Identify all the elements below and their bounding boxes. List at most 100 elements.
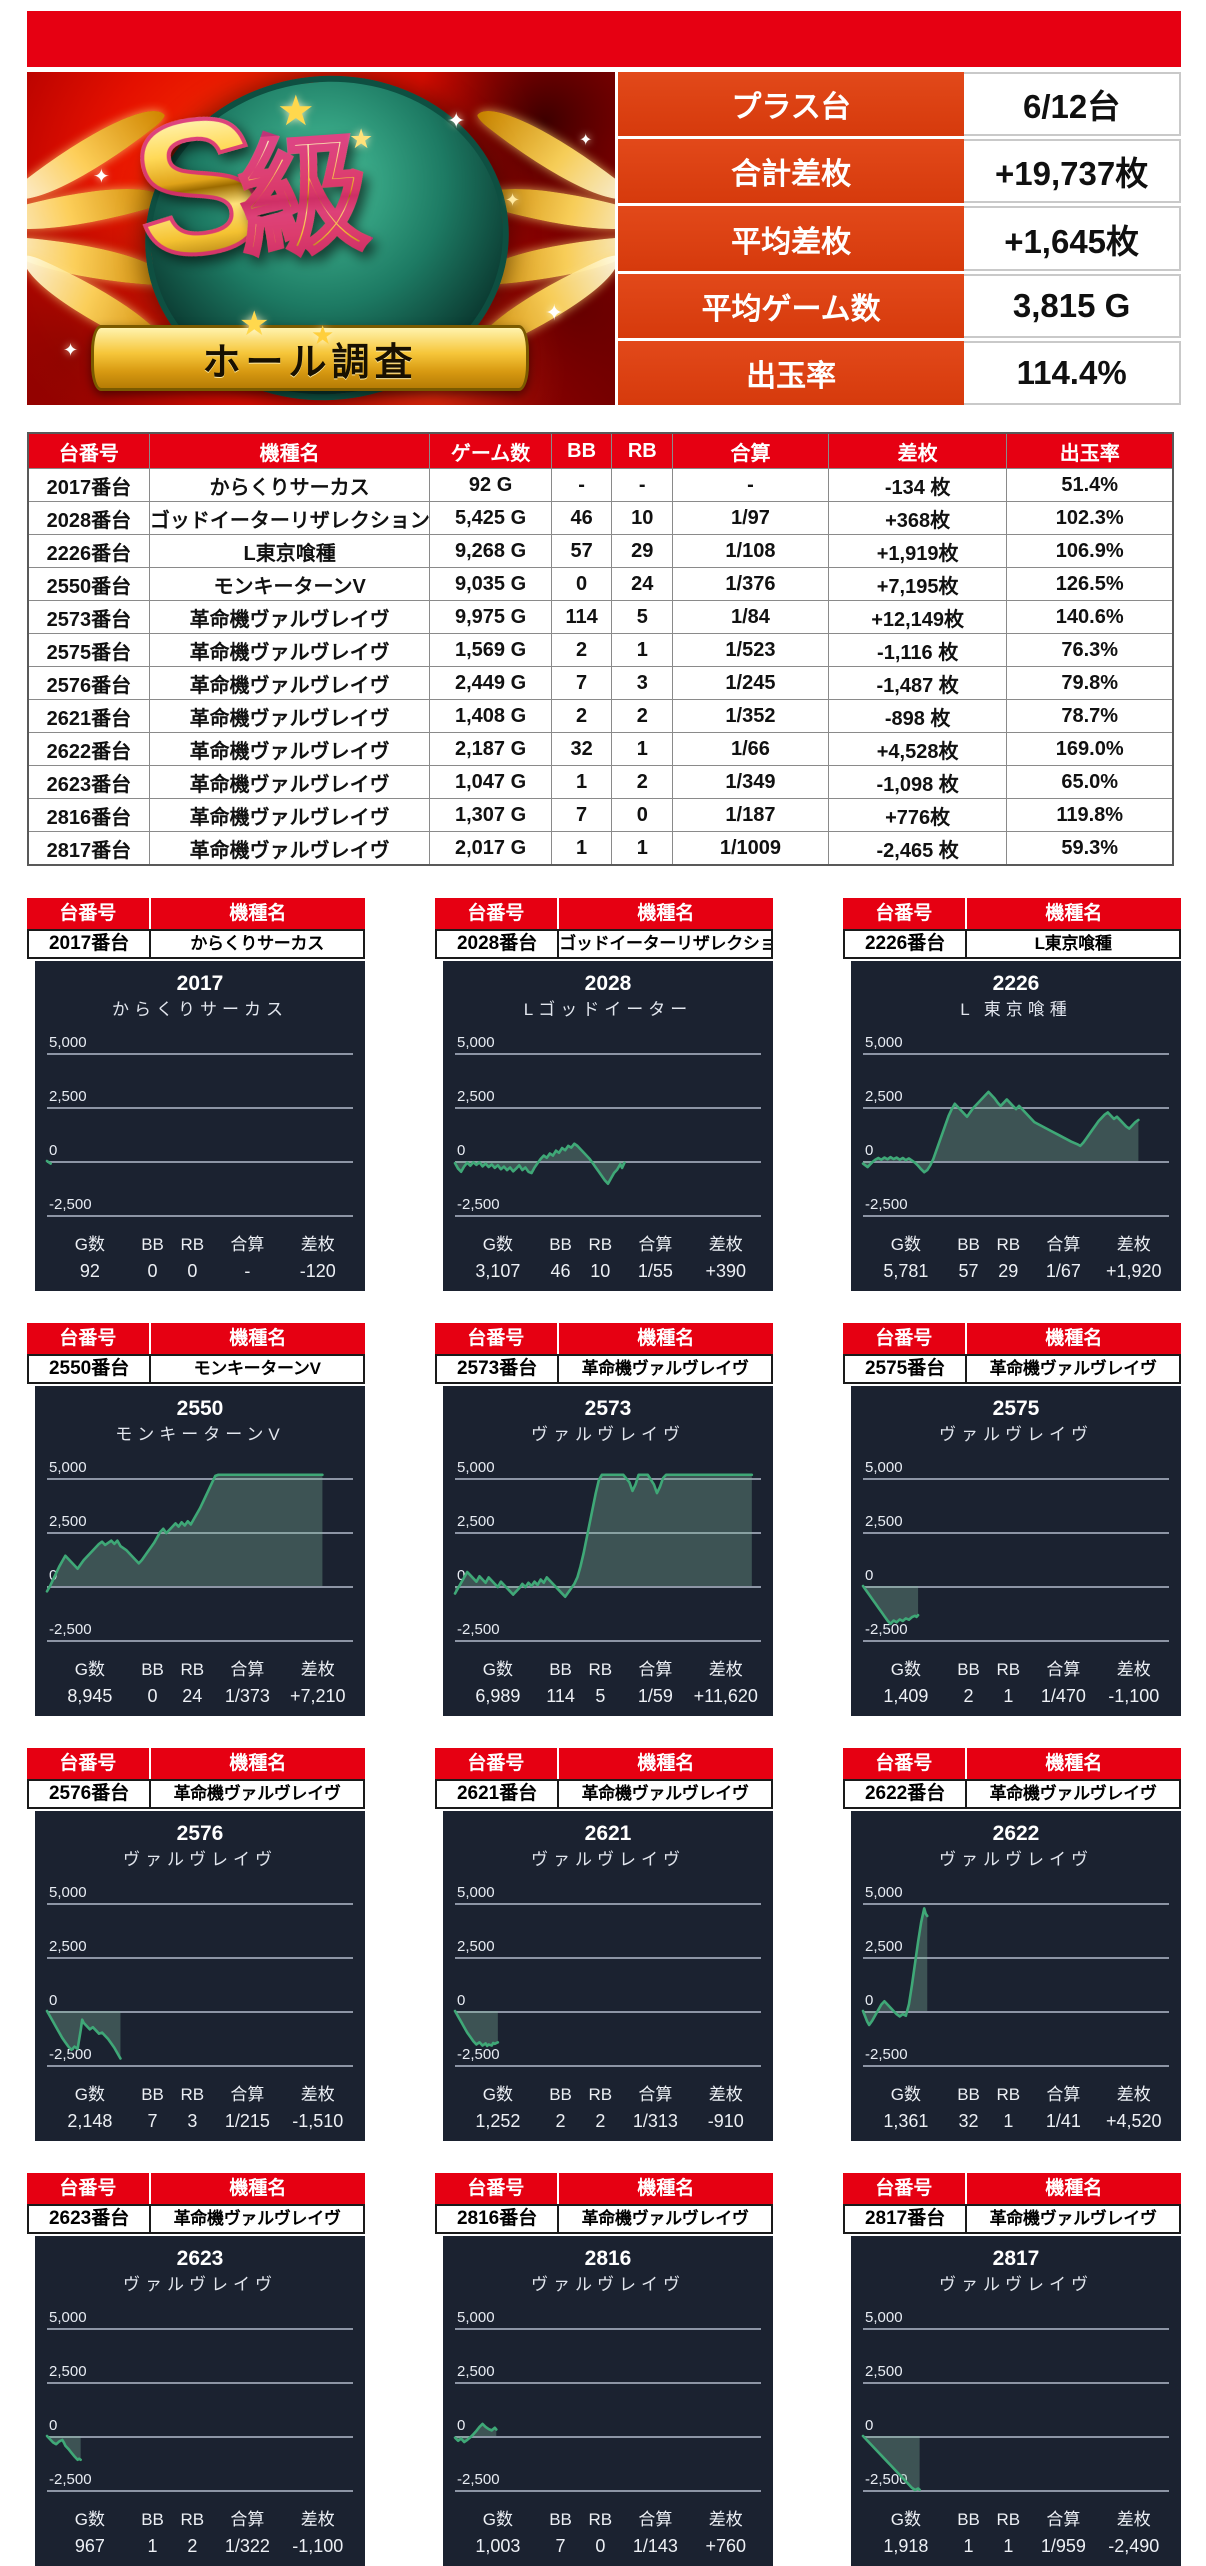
stat-rb: 2 [595,2111,606,2131]
chart-title: 2816 [584,2247,632,2270]
card-header: 台番号 機種名 [843,1748,1181,1779]
card-stats-values: 5,781 57 29 1/67 +1,920 [863,1258,1169,1285]
column-header: 合算 [672,432,829,469]
y-axis-tick-label: 0 [49,1567,58,1584]
stat-header: 合算 [638,1235,673,1254]
stat-header: 合算 [1046,2510,1081,2529]
summary-row: 合計差枚 +19,737枚 [618,139,1181,204]
slump-area-fill [455,1474,752,1597]
slump-chart: 2028 Lゴッドイーター 5,000 2,500 0 -2,500 G数 BB RB 合算 差枚 3… [443,961,773,1291]
cell-rate: 126.5% [1006,567,1174,601]
y-axis-tick-label: -2,500 [457,2471,500,2488]
cell-rate: 119.8% [1006,798,1174,832]
chart-title: 2623 [176,2247,224,2270]
stat-header: 差枚 [300,2085,335,2104]
slump-chart: 2622 ヴァルヴレイヴ 5,000 2,500 0 -2,500 G数 BB RB 合算 差枚 1,… [851,1811,1181,2141]
y-axis-tick-label: 5,000 [457,1884,495,1901]
card-header: 台番号 機種名 [435,1323,773,1354]
top-red-banner [27,11,1181,67]
star-icon: ✦ [93,166,110,188]
slump-line [455,2011,498,2046]
chart-gridline: 5,000 [863,1459,1169,1480]
chart-title: 2550 [176,1397,224,1420]
cell-games: 2,017 G [429,831,552,866]
chart-subtitle: ヴァルヴレイヴ [939,1850,1093,1869]
cell-bb: 7 [550,666,613,700]
card-header-no: 台番号 [435,1748,559,1779]
cell-rate: 65.0% [1006,765,1174,799]
chart-title: 2226 [992,972,1040,995]
stat-header: 合算 [1046,1235,1081,1254]
machine-card: 台番号 機種名 2017番台 からくりサーカス 2017 からくりサーカス 5,000 2,5… [27,898,365,1291]
stat-games: 92 [79,1261,100,1281]
cell-model: モンキーターンV [148,567,431,601]
cell-machine-no: 2622番台 [27,732,150,766]
chart-title: 2575 [992,1397,1040,1420]
chart-plot-area: 5,000 2,500 0 -2,500 [47,1884,353,2067]
summary-table: プラス台 6/12台 合計差枚 +19,737枚 平均差枚 +1,645枚 平均ゲーム数 3,… [618,72,1181,406]
slump-area-fill [863,1091,1139,1173]
card-values: 2017番台 からくりサーカス [27,929,365,959]
cell-model: 革命機ヴァルヴレイヴ [148,666,431,700]
cell-diff: -1,116 枚 [827,633,1008,667]
stat-header: G数 [482,2510,513,2529]
table-row: 2816番台 革命機ヴァルヴレイヴ 1,307 G 7 0 1/187 +776枚 119.8… [27,798,1174,832]
chart-plot-area: 5,000 2,500 0 -2,500 [47,1034,353,1217]
card-stats: G数 BB RB 合算 差枚 1,918 1 1 1/959 -2,490 [863,2506,1169,2560]
cell-model: 革命機ヴァルヴレイヴ [148,699,431,733]
card-stats: G数 BB RB 合算 差枚 2,148 7 3 1/215 -1,510 [47,2081,353,2135]
slump-chart: 2816 ヴァルヴレイヴ 5,000 2,500 0 -2,500 G数 BB RB 合算 差枚 1,… [443,2236,773,2566]
summary-label: 平均ゲーム数 [618,273,965,338]
card-machine-no: 2621番台 [437,1781,560,1807]
chart-plot-area: 5,000 2,500 0 -2,500 [455,1034,761,1217]
cell-bb: 1 [550,765,613,799]
y-axis-tick-label: -2,500 [49,1621,92,1638]
stat-rb: 1 [1003,2536,1014,2556]
card-model-name: 革命機ヴァルヴレイヴ [989,1359,1157,1378]
machine-card: 台番号 機種名 2623番台 革命機ヴァルヴレイヴ 2623 ヴァルヴレイヴ 5,000 2,… [27,2173,365,2566]
card-header-no: 台番号 [27,1748,151,1779]
cell-model: 革命機ヴァルヴレイヴ [148,765,431,799]
slump-line [47,2436,81,2460]
y-axis-tick-label: 5,000 [457,2309,495,2326]
cell-rb: 2 [611,699,674,733]
cell-rb: 1 [611,732,674,766]
card-header-no: 台番号 [843,2173,967,2204]
chart-gridline: 5,000 [47,1034,353,1055]
stat-header: G数 [74,2510,105,2529]
stat-diff: +1,920 [1105,1261,1162,1281]
y-axis-tick-label: 5,000 [457,1034,495,1051]
cell-machine-no: 2623番台 [27,765,150,799]
card-stats: G数 BB RB 合算 差枚 1,361 32 1 1/41 +4,520 [863,2081,1169,2135]
stat-header: RB [588,2085,613,2104]
stat-gassan: - [244,1261,251,1281]
card-stats-values: 8,945 0 24 1/373 +7,210 [47,1683,353,1710]
stat-header: BB [549,1235,572,1254]
stat-gassan: 1/470 [1040,1686,1086,1706]
card-model-name: 革命機ヴァルヴレイヴ [989,1784,1157,1803]
chart-title: 2622 [992,1822,1040,1845]
card-values: 2816番台 革命機ヴァルヴレイヴ [435,2204,773,2234]
table-row: 2576番台 革命機ヴァルヴレイヴ 2,449 G 7 3 1/245 -1,487 枚 79… [27,666,1174,700]
slump-line-svg [47,1903,353,2065]
cell-gassan: - [672,468,829,502]
stat-rb: 29 [998,1261,1019,1281]
cell-rb: 1 [611,831,674,866]
card-header-no: 台番号 [843,898,967,929]
card-values: 2573番台 革命機ヴァルヴレイヴ [435,1354,773,1384]
card-stats-headers: G数 BB RB 合算 差枚 [47,1231,353,1258]
card-stats-headers: G数 BB RB 合算 差枚 [455,1231,761,1258]
card-machine-no: 2622番台 [845,1781,968,1807]
chart-gridline: 0 [863,2417,1169,2438]
chart-plot-area: 5,000 2,500 0 -2,500 [47,1459,353,1642]
stat-gassan: 1/41 [1045,2111,1081,2131]
stat-header: BB [957,1235,980,1254]
stat-gassan: 1/55 [637,1261,673,1281]
chart-gridline: 5,000 [47,1884,353,1905]
cell-diff: +7,195枚 [827,567,1008,601]
chart-subtitle: ヴァルヴレイヴ [123,1850,277,1869]
card-values: 2622番台 革命機ヴァルヴレイヴ [843,1779,1181,1809]
slump-line [47,1475,322,1592]
card-header-no: 台番号 [27,2173,151,2204]
stat-header: 合算 [638,2510,673,2529]
